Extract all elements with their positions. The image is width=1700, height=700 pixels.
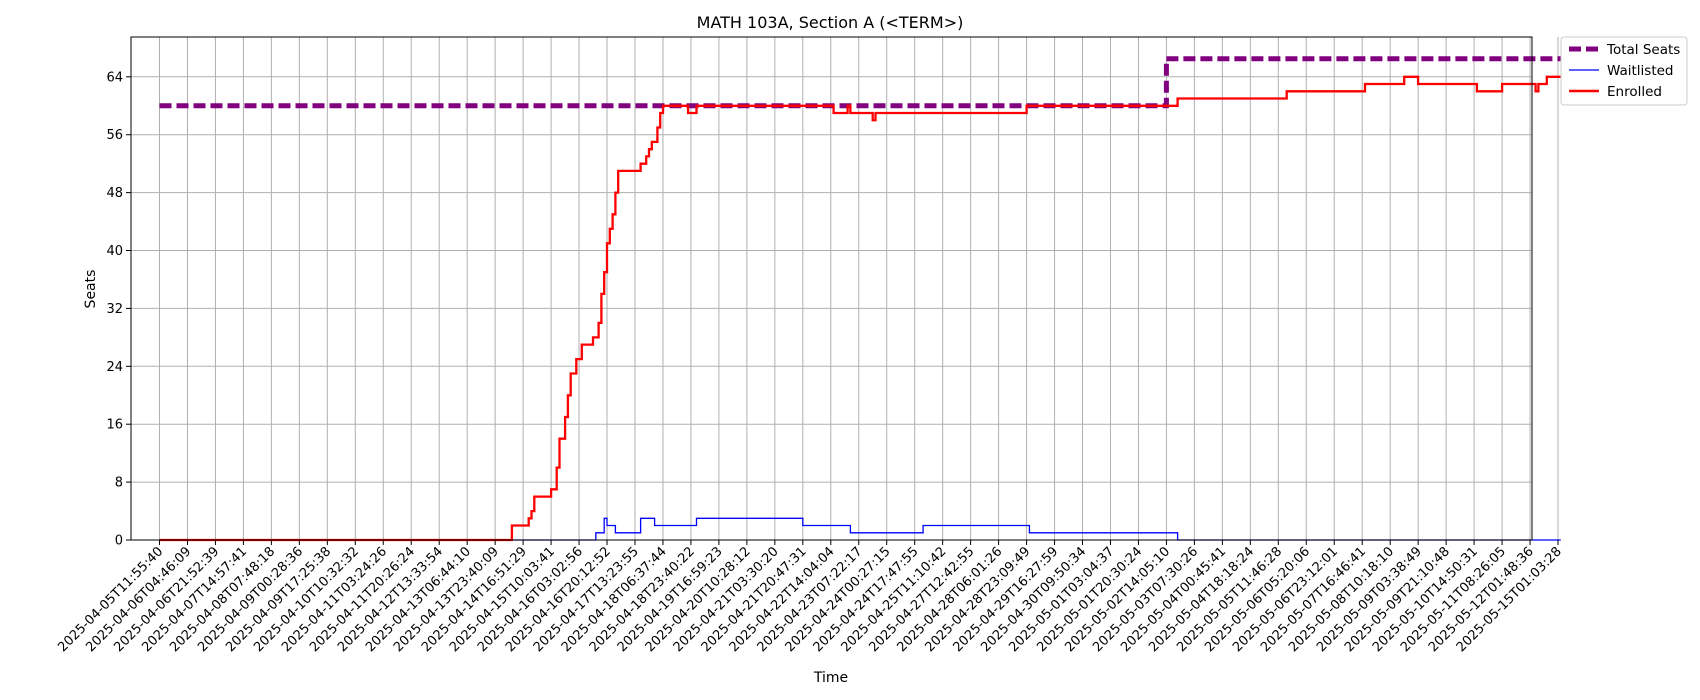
plot-frame bbox=[130, 36, 1533, 541]
y-tick-label: 8 bbox=[115, 476, 123, 491]
series-line-waitlisted bbox=[159, 517, 1561, 541]
y-tick-label: 40 bbox=[106, 244, 123, 259]
y-tick-label: 16 bbox=[106, 418, 123, 433]
y-axis-title: Seats bbox=[83, 270, 99, 309]
y-tick-label: 0 bbox=[115, 534, 123, 549]
series-line-enrolled bbox=[159, 75, 1561, 542]
series-layer bbox=[159, 56, 1561, 542]
legend-label-enrolled: Enrolled bbox=[1607, 84, 1662, 100]
legend-label-waitlisted: Waitlisted bbox=[1607, 63, 1674, 79]
grid-lines bbox=[131, 37, 1559, 541]
y-tick-label: 24 bbox=[106, 360, 123, 375]
x-axis-title: Time bbox=[813, 670, 848, 686]
legend-label-total-seats: Total Seats bbox=[1606, 42, 1680, 58]
y-tick-label: 32 bbox=[106, 302, 123, 317]
y-tick-label: 56 bbox=[106, 128, 123, 143]
y-tick-label: 64 bbox=[106, 70, 123, 85]
chart-title: MATH 103A, Section A (<TERM>) bbox=[697, 13, 964, 32]
legend: Total Seats Waitlisted Enrolled bbox=[1560, 36, 1688, 106]
y-tick-label: 48 bbox=[106, 186, 123, 201]
axis-ticks: 2025-04-05T11:55:402025-04-06T04:46:0920… bbox=[55, 70, 1564, 655]
series-line-total-seats bbox=[159, 56, 1561, 109]
legend-box bbox=[1560, 36, 1688, 106]
